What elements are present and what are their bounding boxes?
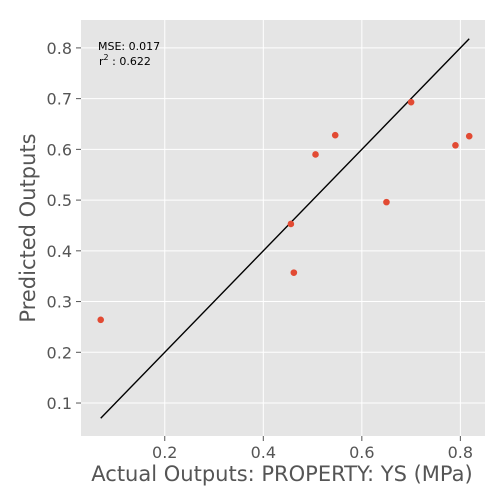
mse-annotation: MSE: 0.017 bbox=[98, 40, 160, 53]
data-point bbox=[407, 98, 415, 106]
y-tick-label: 0.2 bbox=[47, 343, 72, 362]
data-point bbox=[312, 151, 319, 158]
data-point bbox=[97, 316, 105, 324]
x-tick-label: 0.8 bbox=[448, 443, 473, 462]
x-tick-label: 0.4 bbox=[251, 443, 276, 462]
data-point bbox=[290, 269, 298, 276]
data-point bbox=[287, 220, 295, 228]
x-tick-label: 0.2 bbox=[152, 443, 177, 462]
data-point bbox=[383, 198, 390, 206]
grid-lines bbox=[81, 20, 485, 436]
x-axis-ticks: 0.2 0.4 0.6 0.8 bbox=[152, 436, 473, 462]
data-points bbox=[97, 98, 473, 324]
r2-symbol: r bbox=[99, 55, 104, 68]
plot-background bbox=[81, 20, 485, 436]
y-axis-ticks: 0.1 0.2 0.3 0.4 0.5 0.6 0.7 0.8 bbox=[47, 39, 81, 413]
r2-exponent: 2 bbox=[104, 53, 109, 62]
data-point bbox=[452, 142, 459, 149]
y-tick-label: 0.8 bbox=[47, 39, 72, 58]
y-tick-label: 0.6 bbox=[47, 140, 72, 159]
data-point bbox=[331, 131, 339, 139]
y-tick-label: 0.3 bbox=[47, 293, 72, 312]
y-axis-label: Predicted Outputs bbox=[16, 133, 40, 322]
x-axis-label: Actual Outputs: PROPERTY: YS (MPa) bbox=[91, 462, 472, 486]
x-tick-label: 0.6 bbox=[349, 443, 374, 462]
r2-annotation: r2 : 0.622 bbox=[99, 53, 151, 68]
y-tick-label: 0.1 bbox=[47, 394, 72, 413]
r2-value: : 0.622 bbox=[109, 55, 151, 68]
data-point bbox=[465, 132, 473, 140]
y-tick-label: 0.7 bbox=[47, 90, 72, 109]
y-tick-label: 0.4 bbox=[47, 242, 72, 261]
y-tick-label: 0.5 bbox=[47, 191, 72, 210]
